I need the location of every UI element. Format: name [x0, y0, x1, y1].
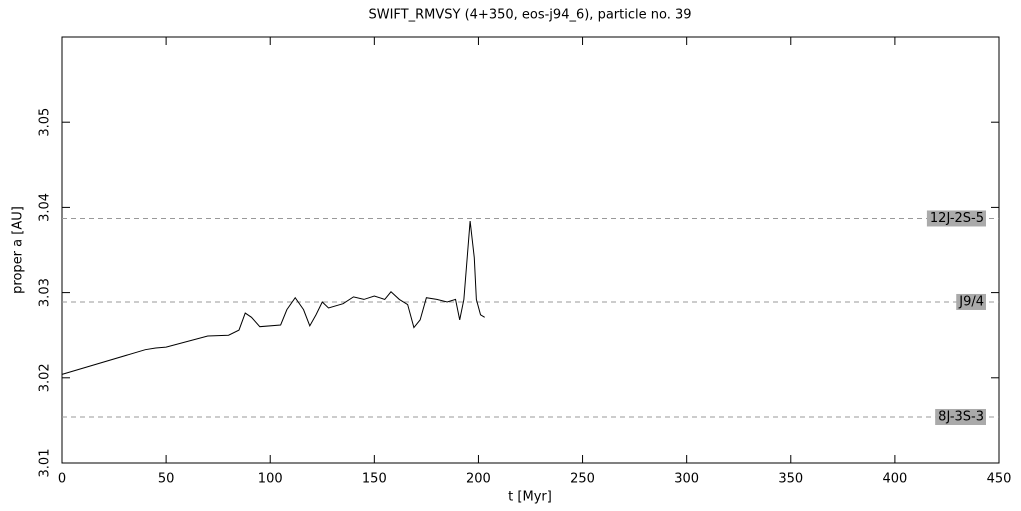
- resonance-label: 12J-2S-5: [930, 211, 984, 226]
- y-tick-label: 3.03: [38, 278, 53, 307]
- plot-frame: [61, 36, 1000, 464]
- x-tick-label: 0: [58, 472, 66, 487]
- y-tick-label: 3.02: [38, 363, 53, 392]
- x-tick-label: 50: [158, 472, 175, 487]
- y-axis-label: proper a [AU]: [11, 206, 26, 294]
- x-tick-label: 150: [362, 472, 387, 487]
- y-tick-label: 3.04: [38, 193, 53, 222]
- y-tick-label: 3.05: [38, 108, 53, 137]
- resonance-label: J9/4: [958, 294, 984, 309]
- data-line: [61, 220, 485, 375]
- x-tick-label: 350: [778, 472, 803, 487]
- chart-title: SWIFT_RMVSY (4+350, eos-j94_6), particle…: [368, 8, 691, 23]
- resonance-label-bg: [935, 408, 986, 425]
- y-tick-label: 3.01: [38, 449, 53, 478]
- x-tick-label: 400: [882, 472, 907, 487]
- x-tick-label: 450: [987, 472, 1012, 487]
- resonance-label: 8J-3S-3: [938, 409, 984, 424]
- x-tick-label: 100: [258, 472, 283, 487]
- resonance-label-bg: [926, 210, 986, 227]
- resonance-label-bg: [956, 293, 986, 310]
- x-tick-label: 250: [570, 472, 595, 487]
- x-tick-label: 300: [674, 472, 699, 487]
- x-axis-label: t [Myr]: [508, 490, 552, 505]
- x-tick-label: 200: [466, 472, 491, 487]
